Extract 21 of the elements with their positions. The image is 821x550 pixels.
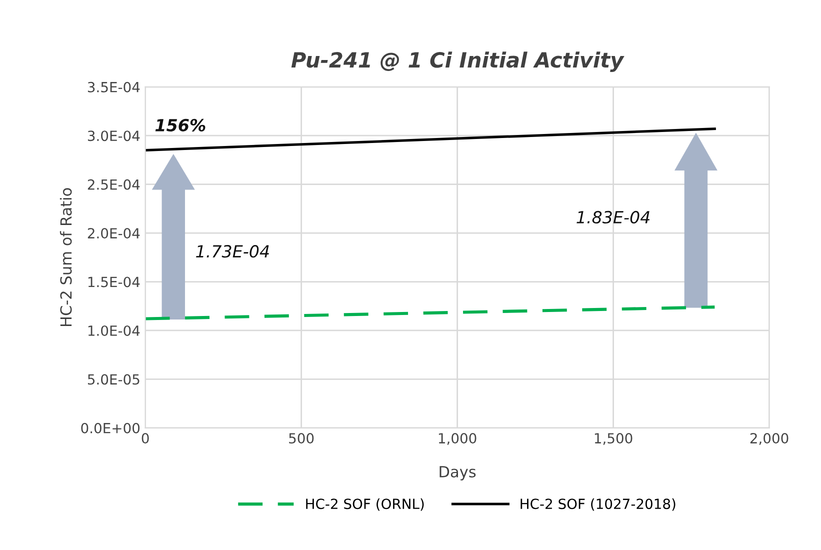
y-tick-label: 3.0E-04 <box>88 130 140 142</box>
x-axis-title: Days <box>440 466 476 480</box>
y-axis-title: HC-2 Sum of Ratio <box>60 188 72 326</box>
x-tick-label: 500 <box>289 433 314 444</box>
y-tick-label: 5.0E-05 <box>88 374 140 385</box>
annotation: 156% <box>155 118 206 132</box>
y-tick-label: 1.0E-04 <box>88 325 140 336</box>
legend-label: HC-2 SOF (1027-2018) <box>520 498 676 511</box>
y-tick-label: 0.0E+00 <box>81 422 140 434</box>
x-tick-label: 1,500 <box>594 433 632 445</box>
annotation: 1.73E-04 <box>196 245 269 258</box>
y-tick-label: 2.0E-04 <box>88 228 140 239</box>
x-tick-label: 1,000 <box>438 433 476 445</box>
x-tick-label: 2,000 <box>750 433 788 445</box>
annotation: 1.83E-04 <box>576 210 650 224</box>
legend-label: HC-2 SOF (ORNL) <box>306 498 424 511</box>
y-tick-label: 1.5E-04 <box>88 276 140 288</box>
y-tick-label: 3.5E-04 <box>88 82 140 92</box>
x-tick-label: 0 <box>142 433 149 444</box>
y-tick-label: 2.5E-04 <box>88 179 140 190</box>
chart-title: Pu-241 @ 1 Ci Initial Activity <box>291 52 624 72</box>
